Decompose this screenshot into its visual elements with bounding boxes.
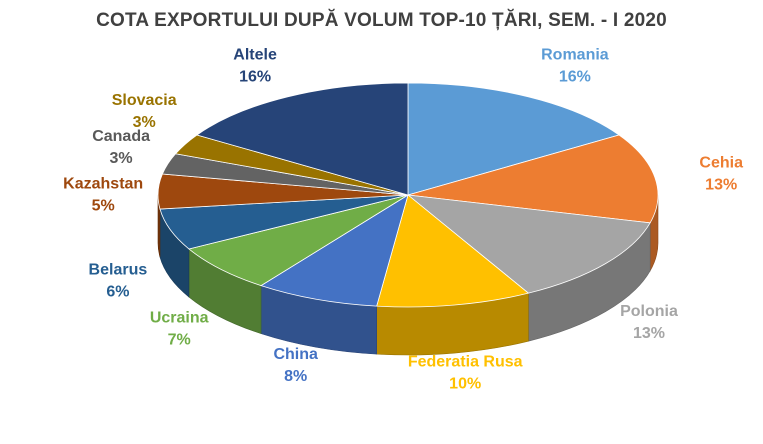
slice-polonia: [406, 194, 651, 294]
slice-label-altele: Altele: [233, 46, 277, 63]
slice-label-polonia: Polonia: [620, 303, 678, 320]
slice-value-federatia-rusa: 10%: [449, 375, 481, 392]
slice-label-federatia-rusa: Federatia Rusa: [408, 353, 523, 370]
slice-value-slovacia: 3%: [133, 114, 156, 131]
slice-china: [260, 194, 409, 307]
slice-cehia: [407, 134, 659, 224]
pie-slices: [157, 82, 659, 308]
slice-label-china: China: [273, 346, 318, 363]
slice-altele: [196, 82, 409, 196]
pie-sides: [157, 194, 659, 356]
slice-label-romania: Romania: [541, 46, 609, 63]
slice-romania: [407, 82, 620, 196]
chart-title: COTA EXPORTULUI DUPĂ VOLUM TOP-10 ȚĂRI, …: [96, 10, 667, 31]
slice-label-kazahstan: Kazahstan: [63, 176, 143, 193]
slice-value-romania: 16%: [559, 68, 591, 85]
slice-label-cehia: Cehia: [699, 155, 743, 172]
slice-label-canada: Canada: [92, 128, 150, 145]
slice-value-belarus: 6%: [106, 283, 129, 300]
slice-value-canada: 3%: [110, 150, 133, 167]
slice-label-belarus: Belarus: [89, 261, 148, 278]
slice-federatia-rusa: [376, 194, 530, 308]
slice-ucraina: [188, 194, 409, 287]
slice-label-ucraina: Ucraina: [150, 310, 209, 327]
slice-value-kazahstan: 5%: [92, 198, 115, 215]
slice-value-altele: 16%: [239, 68, 271, 85]
slice-value-china: 8%: [284, 368, 307, 385]
slice-value-ucraina: 7%: [168, 332, 191, 349]
slice-value-cehia: 13%: [705, 177, 737, 194]
slice-labels: Romania 16% Cehia 13% Polonia 13% Federatia Ru…: [63, 46, 743, 392]
slice-value-polonia: 13%: [633, 325, 665, 342]
slice-label-slovacia: Slovacia: [112, 92, 177, 109]
